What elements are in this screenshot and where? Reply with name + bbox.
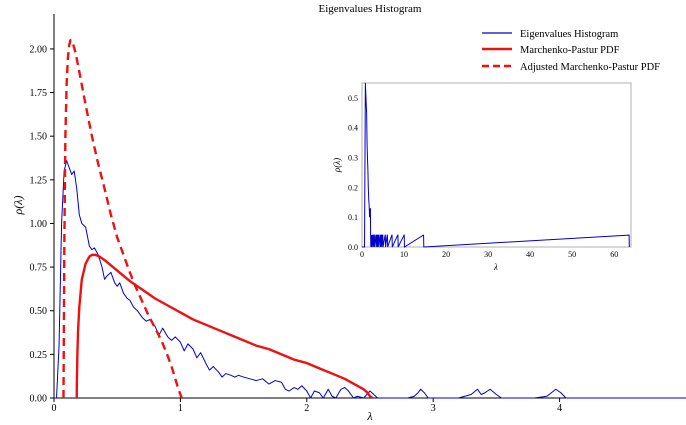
inset-y-tick-label: 0.3 (348, 154, 358, 163)
legend-label-histogram: Eigenvalues Histogram (520, 29, 618, 40)
x-axis-title: λ (366, 409, 372, 423)
inset-frame (361, 82, 632, 248)
y-tick-label: 0.00 (30, 394, 48, 405)
inset-y-axis-title: ρ(λ) (332, 158, 342, 173)
y-axis-title: ρ(λ) (11, 196, 25, 216)
inset-x-tick-label: 0 (360, 250, 364, 259)
series-layer (54, 38, 686, 399)
inset-x-axis-title: λ (493, 262, 498, 272)
chart-title: Eigenvalues Histogram (319, 3, 422, 15)
y-tick-label: 0.50 (30, 306, 48, 317)
inset-series-eigenvalues-histogram (362, 82, 630, 248)
series-marchenko-pastur (75, 253, 374, 399)
inset-y-tick-label: 0.0 (348, 243, 358, 252)
inset-x-tick-label: 10 (400, 250, 408, 259)
y-tick-label: 1.75 (30, 88, 48, 99)
y-tick-label: 1.50 (30, 132, 48, 143)
inset-y-ticks: 0.0 0.1 0.2 0.3 0.4 0.5 (348, 94, 358, 252)
inset-x-tick-label: 60 (610, 250, 618, 259)
inset-y-tick-label: 0.1 (348, 213, 358, 222)
inset-y-tick-label: 0.4 (348, 124, 358, 133)
inset-y-tick-label: 0.2 (348, 183, 358, 192)
y-tick-label: 1.25 (30, 175, 48, 186)
inset-x-tick-label: 30 (484, 250, 492, 259)
inset-x-ticks: 0 10 20 30 40 50 60 (360, 250, 618, 259)
legend-label-mp: Marchenko-Pastur PDF (520, 45, 620, 56)
x-ticks: 0 1 2 3 4 (52, 398, 562, 414)
series-adjusted-marchenko-pastur (62, 38, 183, 399)
inset-x-tick-label: 20 (442, 250, 450, 259)
x-tick-label: 4 (557, 403, 562, 414)
y-tick-label: 2.00 (30, 44, 48, 55)
legend: Eigenvalues Histogram Marchenko-Pastur P… (482, 29, 660, 73)
y-tick-label: 0.75 (30, 263, 48, 274)
inset-series-layer (362, 82, 630, 248)
x-tick-label: 2 (304, 403, 309, 414)
x-tick-label: 3 (431, 403, 436, 414)
inset-x-tick-label: 40 (526, 250, 534, 259)
y-tick-label: 1.00 (30, 219, 48, 230)
x-tick-label: 0 (52, 403, 57, 414)
series-eigenvalues-histogram (54, 160, 686, 399)
y-tick-label: 0.25 (30, 350, 48, 361)
inset-x-tick-label: 50 (568, 250, 576, 259)
inset-y-tick-label: 0.5 (348, 94, 358, 103)
inset-chart: 0 10 20 30 40 50 60 0.0 0.1 0.2 0.3 0.4 0.5 λ ρ(λ) (332, 82, 632, 272)
legend-label-adjusted-mp: Adjusted Marchenko-Pastur PDF (520, 62, 660, 73)
y-ticks: 0.00 0.25 0.50 0.75 1.00 1.25 1.50 1.75 2.00 (30, 44, 54, 405)
x-tick-label: 1 (178, 403, 183, 414)
